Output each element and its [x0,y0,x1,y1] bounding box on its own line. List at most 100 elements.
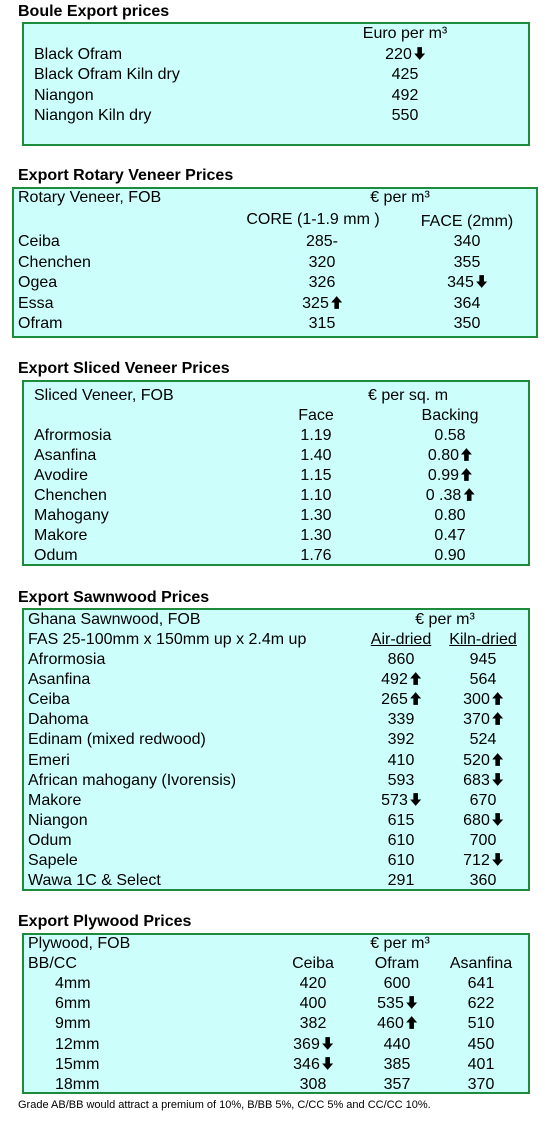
row-label: Edinam (mixed redwood) [28,731,206,749]
price: 340 [453,233,481,250]
section-title: Export Sawnwood Prices [18,589,210,606]
row-label: 4mm [55,975,91,992]
price: 355 [453,253,481,271]
price: 1.30 [300,507,332,524]
price: 346 [293,1055,320,1073]
row-label: Niangon [34,86,94,104]
price-cell: 369 [293,1036,333,1054]
row-label: Asanfina [34,447,97,464]
row-label: Odum [28,831,72,849]
row-label: Black Ofram Kiln dry [34,66,180,84]
price: 339 [387,711,415,729]
price: 364 [453,294,481,312]
price: 392 [387,731,415,749]
column-header: Ofram [374,955,420,972]
column-header: Euro per m³ [362,25,448,42]
price: 401 [467,1055,495,1073]
price: 400 [299,995,327,1013]
column-header: Sliced Veneer, FOB [34,387,174,404]
column-header: Air-dried [370,631,432,648]
row-label: Makore [34,527,88,544]
price: 510 [467,1015,495,1033]
column-header: Backing [421,407,479,424]
price-cell: 0 .38 [426,487,475,505]
price: 0.58 [434,427,466,444]
row-label: Sapele [28,852,78,869]
price-cell: 520 [463,752,503,770]
price: 622 [467,995,495,1013]
price: 382 [299,1015,327,1033]
price: 712 [463,852,490,869]
row-label: Emeri [28,751,70,769]
table-box [22,380,530,566]
section-title: Export Plywood Prices [18,913,192,930]
row-label: Ogea [18,274,58,291]
trend-up [491,692,503,706]
price-cell: 460 [377,1015,417,1033]
price: 680 [463,811,490,829]
price: 370 [463,711,490,729]
row-label: Wawa 1C & Select [28,872,161,890]
row-label: Ofram [18,315,63,332]
trend-down [405,996,417,1010]
price: 425 [391,66,419,84]
price: 357 [383,1076,411,1093]
price: 220 [385,46,412,63]
column-header: € per m³ [370,935,430,952]
price: 860 [387,651,415,668]
price: 285- [305,233,339,250]
column-header: € per m³ [415,611,475,628]
price: 460 [377,1015,404,1033]
trend-up [409,672,421,686]
column-header: € per m³ [370,189,430,206]
trend-up [463,488,475,501]
trend-up [330,295,342,309]
row-label: Niangon Kiln dry [34,106,152,124]
column-header: FACE (2mm) [420,213,514,230]
row-label: Avodire [34,467,88,484]
column-header: Plywood, FOB [28,935,131,952]
trend-down [321,1036,333,1050]
price: 350 [453,315,481,332]
price: 0.90 [434,547,466,564]
row-label: African mahogany (Ivorensis) [28,771,237,789]
table-box [22,933,530,1094]
price: 450 [467,1035,495,1053]
price: 440 [383,1035,411,1053]
price-cell: 220 [385,46,425,64]
price-cell: 573 [381,792,421,810]
price: 1.15 [300,467,332,484]
price: 1.30 [300,527,332,544]
price: 1.40 [300,447,332,464]
column-header: Ghana Sawnwood, FOB [28,611,201,628]
price: 300 [463,691,490,709]
price-cell: 0.80 [428,447,473,465]
price: 573 [381,791,408,809]
price: 265 [381,691,408,709]
price: 535 [377,995,404,1013]
trend-up [405,1016,417,1030]
price: 945 [469,651,497,668]
trend-up [409,692,421,706]
section-title: Export Rotary Veneer Prices [18,167,234,184]
price: 385 [383,1055,411,1073]
row-label: Black Ofram [34,46,123,63]
price: 0.47 [434,527,466,544]
price: 683 [463,771,490,789]
row-label: 9mm [55,1015,91,1033]
trend-down [491,853,503,866]
price: 700 [469,831,497,849]
price: 369 [293,1035,320,1053]
section-title: Boule Export prices [18,3,170,20]
price: 610 [387,831,415,849]
trend-up [491,712,503,726]
row-label: 6mm [55,995,91,1013]
price: 326 [308,274,336,291]
price: 325 [302,294,329,312]
row-label: Asanfina [28,671,91,689]
trend-down [409,792,421,806]
trend-up [461,468,473,481]
price: 360 [469,872,497,890]
price: 370 [467,1076,495,1093]
price-cell: 346 [293,1056,333,1074]
